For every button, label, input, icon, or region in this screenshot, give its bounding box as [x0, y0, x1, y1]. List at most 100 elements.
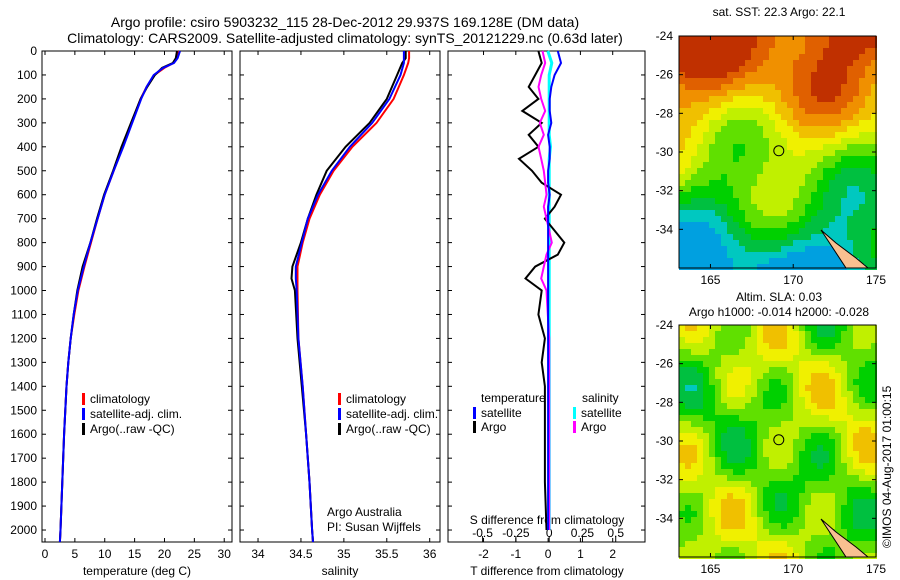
- map-cell: [775, 361, 781, 367]
- map-cell: [691, 42, 697, 48]
- map-cell: [841, 264, 847, 270]
- map-cell: [793, 553, 799, 559]
- map-cell: [691, 445, 697, 451]
- map-cell: [751, 48, 757, 54]
- map-cell: [847, 120, 853, 126]
- map-cell: [871, 463, 877, 469]
- map-cell: [733, 421, 739, 427]
- map-cell: [727, 463, 733, 469]
- map-cell: [685, 234, 691, 240]
- map-cell: [793, 192, 799, 198]
- map-cell: [871, 445, 877, 451]
- map-cell: [871, 529, 877, 535]
- map-cell: [799, 349, 805, 355]
- map-cell: [721, 210, 727, 216]
- map-cell: [733, 168, 739, 174]
- map-cell: [853, 186, 859, 192]
- map-cell: [763, 397, 769, 403]
- map-cell: [739, 439, 745, 445]
- map-cell: [793, 78, 799, 84]
- map-cell: [769, 355, 775, 361]
- map-cell: [745, 66, 751, 72]
- map-cell: [787, 180, 793, 186]
- map-cell: [721, 367, 727, 373]
- map-cell: [787, 156, 793, 162]
- map-cell: [871, 355, 877, 361]
- map-cell: [841, 216, 847, 222]
- map-cell: [829, 463, 835, 469]
- map-cell: [781, 198, 787, 204]
- map-cell: [727, 433, 733, 439]
- map-cell: [811, 415, 817, 421]
- map-cell: [793, 535, 799, 541]
- map-cell: [799, 192, 805, 198]
- map-cell: [829, 144, 835, 150]
- map-cell: [685, 343, 691, 349]
- map-cell: [871, 397, 877, 403]
- map-cell: [793, 337, 799, 343]
- map-cell: [865, 325, 871, 331]
- map-cell: [853, 517, 859, 523]
- map-cell: [739, 445, 745, 451]
- map-cell: [691, 240, 697, 246]
- map-cell: [715, 541, 721, 547]
- map-cell: [769, 403, 775, 409]
- map-cell: [763, 325, 769, 331]
- map-cell: [721, 150, 727, 156]
- map-cell: [697, 234, 703, 240]
- map-cell: [679, 132, 685, 138]
- map-cell: [679, 415, 685, 421]
- map-cell: [847, 42, 853, 48]
- map-cell: [853, 216, 859, 222]
- map-cell: [745, 150, 751, 156]
- map-cell: [679, 517, 685, 523]
- map-cell: [679, 42, 685, 48]
- map-cell: [715, 162, 721, 168]
- map-cell: [829, 168, 835, 174]
- map-cell: [805, 144, 811, 150]
- map-cell: [685, 138, 691, 144]
- map-cell: [793, 379, 799, 385]
- map-cell: [829, 198, 835, 204]
- map-cell: [709, 66, 715, 72]
- map-cell: [835, 355, 841, 361]
- map-cell: [853, 487, 859, 493]
- map-cell: [769, 144, 775, 150]
- map-cell: [787, 132, 793, 138]
- map-cell: [799, 90, 805, 96]
- map-cell: [697, 397, 703, 403]
- map-cell: [679, 553, 685, 559]
- map-cell: [763, 457, 769, 463]
- map-cell: [715, 96, 721, 102]
- map-cell: [787, 505, 793, 511]
- map-cell: [685, 192, 691, 198]
- map-cell: [799, 156, 805, 162]
- map-cell: [751, 66, 757, 72]
- map-cell: [709, 186, 715, 192]
- map-cell: [775, 246, 781, 252]
- map-cell: [721, 36, 727, 42]
- map-cell: [703, 198, 709, 204]
- map-cell: [739, 355, 745, 361]
- map-cell: [739, 108, 745, 114]
- map-cell: [817, 505, 823, 511]
- x-tick-label: 25: [188, 547, 202, 561]
- map-cell: [835, 493, 841, 499]
- map-cell: [721, 234, 727, 240]
- map-cell: [811, 547, 817, 553]
- map-cell: [745, 469, 751, 475]
- map-cell: [715, 264, 721, 270]
- map-cell: [775, 451, 781, 457]
- map-cell: [865, 517, 871, 523]
- map-cell: [709, 325, 715, 331]
- map-cell: [811, 192, 817, 198]
- map-cell: [769, 361, 775, 367]
- map-cell: [799, 54, 805, 60]
- map-cell: [757, 108, 763, 114]
- map-cell: [709, 427, 715, 433]
- map-cell: [871, 186, 877, 192]
- map-cell: [691, 379, 697, 385]
- map-cell: [817, 541, 823, 547]
- map-cell: [847, 331, 853, 337]
- map-cell: [691, 204, 697, 210]
